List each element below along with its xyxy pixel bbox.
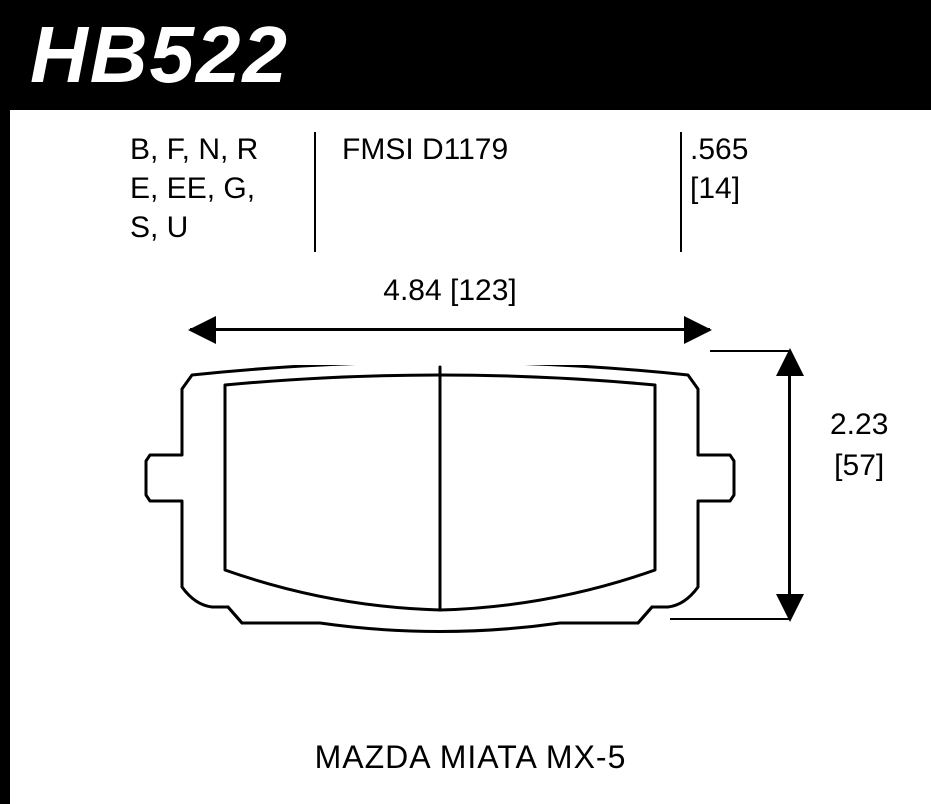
- height-dimension-label: 2.23 [57]: [830, 405, 888, 486]
- divider-line: [314, 132, 316, 252]
- compounds-line: S, U: [130, 208, 320, 247]
- spec-row: B, F, N, R E, EE, G, S, U FMSI D1179 .56…: [10, 110, 931, 250]
- compounds-line: E, EE, G,: [130, 169, 320, 208]
- body-frame: B, F, N, R E, EE, G, S, U FMSI D1179 .56…: [0, 110, 931, 804]
- height-mm: [57]: [830, 446, 888, 487]
- diagram-area: 4.84 [123]: [110, 310, 860, 730]
- dimension-line-icon: [190, 328, 710, 331]
- part-number: HB522: [30, 9, 289, 101]
- fmsi-code: FMSI D1179: [320, 130, 570, 169]
- arrow-up-icon: [776, 348, 804, 376]
- arrow-left-icon: [188, 316, 216, 344]
- brake-pad-drawing: [130, 365, 750, 645]
- arrow-down-icon: [776, 594, 804, 622]
- divider-line: [680, 132, 682, 252]
- compounds-line: B, F, N, R: [130, 130, 320, 169]
- dimension-line-icon: [788, 350, 791, 620]
- chamfer-notch: [228, 607, 242, 623]
- width-dimension: 4.84 [123]: [190, 310, 710, 350]
- header-bar: HB522: [0, 0, 931, 110]
- thickness-spec: .565 [14]: [570, 130, 770, 208]
- height-inches: 2.23: [830, 405, 888, 446]
- application-label: MAZDA MIATA MX-5: [10, 739, 931, 776]
- height-dimension: [770, 350, 810, 620]
- compounds-list: B, F, N, R E, EE, G, S, U: [130, 130, 320, 247]
- arrow-right-icon: [684, 316, 712, 344]
- width-dimension-label: 4.84 [123]: [190, 274, 710, 308]
- chamfer-notch: [638, 607, 652, 623]
